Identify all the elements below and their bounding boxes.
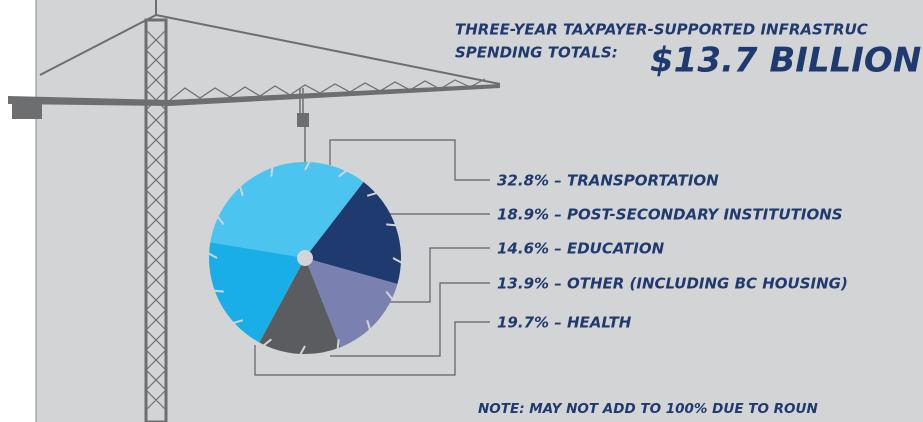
left-margin (0, 0, 36, 422)
blade-notch (338, 339, 339, 349)
slice-label: 32.8% – TRANSPORTATION (497, 172, 719, 190)
slice-label: 18.9% – POST-SECONDARY INSTITUTIONS (497, 206, 843, 224)
slice-label: 14.6% – EDUCATION (497, 240, 665, 258)
blade-hub (297, 250, 313, 266)
blade-notch (214, 291, 224, 292)
blade-notch (386, 224, 396, 225)
subtitle: SPENDING TOTALS: (455, 44, 618, 62)
slice-label: 19.7% – HEALTH (497, 314, 632, 332)
crane-counterweight (12, 97, 42, 119)
slice-label: 13.9% – OTHER (INCLUDING BC HOUSING) (497, 275, 848, 293)
blade-notch (271, 167, 272, 177)
infographic: THREE-YEAR TAXPAYER-SUPPORTED INFRASTRUC… (0, 0, 923, 422)
title: THREE-YEAR TAXPAYER-SUPPORTED INFRASTRUC (455, 21, 868, 39)
crane-hook (297, 113, 309, 127)
note: NOTE: MAY NOT ADD TO 100% DUE TO ROUN (478, 401, 818, 417)
pie (208, 161, 402, 355)
total: $13.7 BILLION (650, 41, 921, 81)
